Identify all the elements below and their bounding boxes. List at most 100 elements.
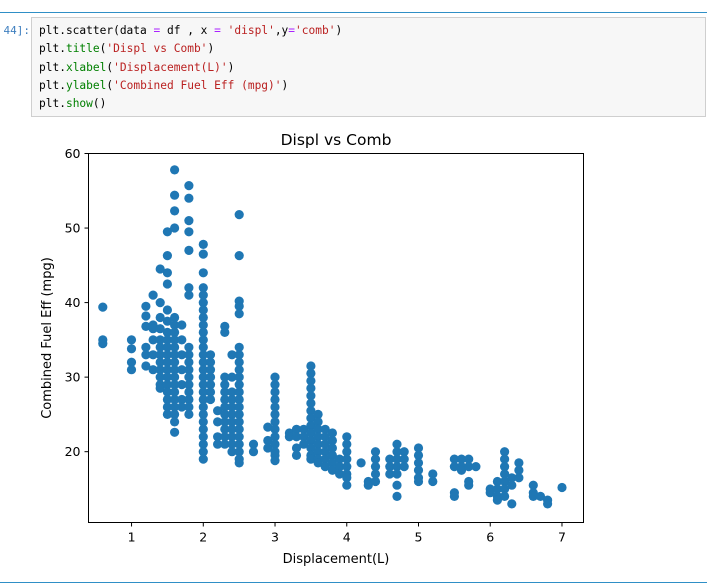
- scatter-point: [413, 465, 424, 475]
- scatter-point: [263, 422, 273, 432]
- scatter-point: [492, 495, 502, 505]
- scatter-point: [464, 454, 474, 464]
- scatter-point: [543, 499, 553, 509]
- scatter-point: [528, 491, 538, 501]
- scatter-point: [392, 469, 402, 479]
- scatter-point: [198, 305, 208, 315]
- scatter-point: [220, 380, 230, 390]
- code-token: ,y: [274, 24, 289, 37]
- scatter-point: [449, 462, 459, 472]
- scatter-point: [170, 350, 180, 360]
- scatter-point: [198, 268, 208, 278]
- code-token: (: [99, 42, 107, 56]
- code-token: ylabel: [65, 78, 107, 92]
- scatter-point: [198, 417, 208, 427]
- scatter-point: [342, 480, 352, 490]
- scatter-point: [155, 357, 165, 367]
- scatter-plot: Displ vs Comb 1 2 3 4 5 6 7 20 30 40 50 60 Displac…: [40, 131, 584, 567]
- scatter-point: [306, 391, 316, 401]
- y-tick-label: 30: [65, 370, 81, 385]
- scatter-point: [270, 387, 280, 397]
- code-token: title: [65, 42, 100, 56]
- scatter-point: [413, 450, 424, 460]
- code-token: plt.scatter(data: [39, 24, 154, 37]
- scatter-point: [155, 372, 165, 382]
- code-line: plt.scatter(data = df , x = 'displ',y='c…: [39, 22, 705, 40]
- scatter-point: [370, 454, 381, 464]
- scatter-point: [327, 465, 337, 475]
- scatter-points: [98, 165, 567, 509]
- scatter-point: [306, 398, 316, 408]
- scatter-point: [313, 439, 323, 449]
- scatter-point: [492, 484, 502, 494]
- scatter-point: [342, 462, 352, 472]
- code-token: 'Displ vs Comb': [106, 42, 208, 56]
- scatter-point: [227, 350, 237, 360]
- scatter-point: [306, 361, 316, 371]
- scatter-point: [198, 394, 208, 405]
- scatter-point: [184, 290, 194, 300]
- scatter-point: [327, 458, 337, 468]
- code-token: =: [288, 24, 296, 37]
- scatter-point: [170, 206, 180, 216]
- scatter-point: [177, 335, 187, 345]
- scatter-point: [306, 421, 316, 431]
- code-token: df , x: [160, 24, 215, 37]
- x-tick-label: 3: [271, 530, 279, 545]
- scatter-point: [198, 409, 208, 419]
- scatter-point: [162, 372, 172, 382]
- scatter-point: [184, 350, 194, 360]
- scatter-point: [170, 387, 180, 397]
- scatter-point: [385, 454, 395, 464]
- scatter-point: [141, 311, 151, 321]
- scatter-point: [198, 447, 208, 457]
- code-editor[interactable]: plt.scatter(data = df , x = 'displ',y='c…: [31, 17, 706, 117]
- scatter-point: [342, 447, 352, 457]
- scatter-point: [148, 335, 158, 345]
- scatter-point: [500, 476, 510, 487]
- scatter-point: [155, 312, 165, 323]
- scatter-point: [306, 428, 316, 438]
- scatter-point: [270, 417, 280, 427]
- scatter-point: [155, 264, 165, 274]
- scatter-point: [213, 439, 223, 449]
- scatter-point: [155, 298, 165, 308]
- scatter-point: [170, 409, 180, 419]
- scatter-point: [162, 335, 172, 345]
- scatter-point: [98, 339, 108, 349]
- scatter-point: [392, 439, 402, 449]
- scatter-point: [507, 473, 517, 483]
- scatter-point: [184, 394, 194, 405]
- scatter-point: [205, 394, 216, 405]
- scatter-point: [162, 394, 172, 405]
- scatter-point: [198, 439, 208, 449]
- scatter-point: [155, 383, 165, 393]
- scatter-point: [205, 380, 216, 390]
- scatter-point: [126, 335, 137, 345]
- scatter-point: [385, 462, 395, 472]
- scatter-point: [335, 469, 345, 479]
- scatter-point: [170, 402, 180, 412]
- scatter-point: [500, 491, 510, 501]
- scatter-point: [155, 324, 165, 334]
- scatter-point: [205, 387, 216, 397]
- scatter-point: [220, 417, 230, 427]
- scatter-point: [342, 432, 352, 442]
- scatter-point: [148, 290, 158, 300]
- scatter-point: [177, 394, 187, 405]
- scatter-point: [198, 335, 208, 345]
- scatter-point: [148, 365, 158, 375]
- scatter-point: [155, 335, 165, 345]
- scatter-point: [198, 365, 208, 375]
- scatter-point: [170, 365, 180, 375]
- scatter-point: [557, 482, 567, 493]
- scatter-point: [306, 435, 316, 446]
- scatter-point: [170, 380, 180, 390]
- code-token: show: [65, 97, 93, 111]
- scatter-point: [220, 387, 230, 397]
- scatter-point: [428, 476, 438, 487]
- code-token: plt.: [39, 60, 66, 74]
- scatter-point: [342, 454, 352, 464]
- x-tick-label: 2: [199, 530, 207, 545]
- scatter-point: [170, 427, 180, 437]
